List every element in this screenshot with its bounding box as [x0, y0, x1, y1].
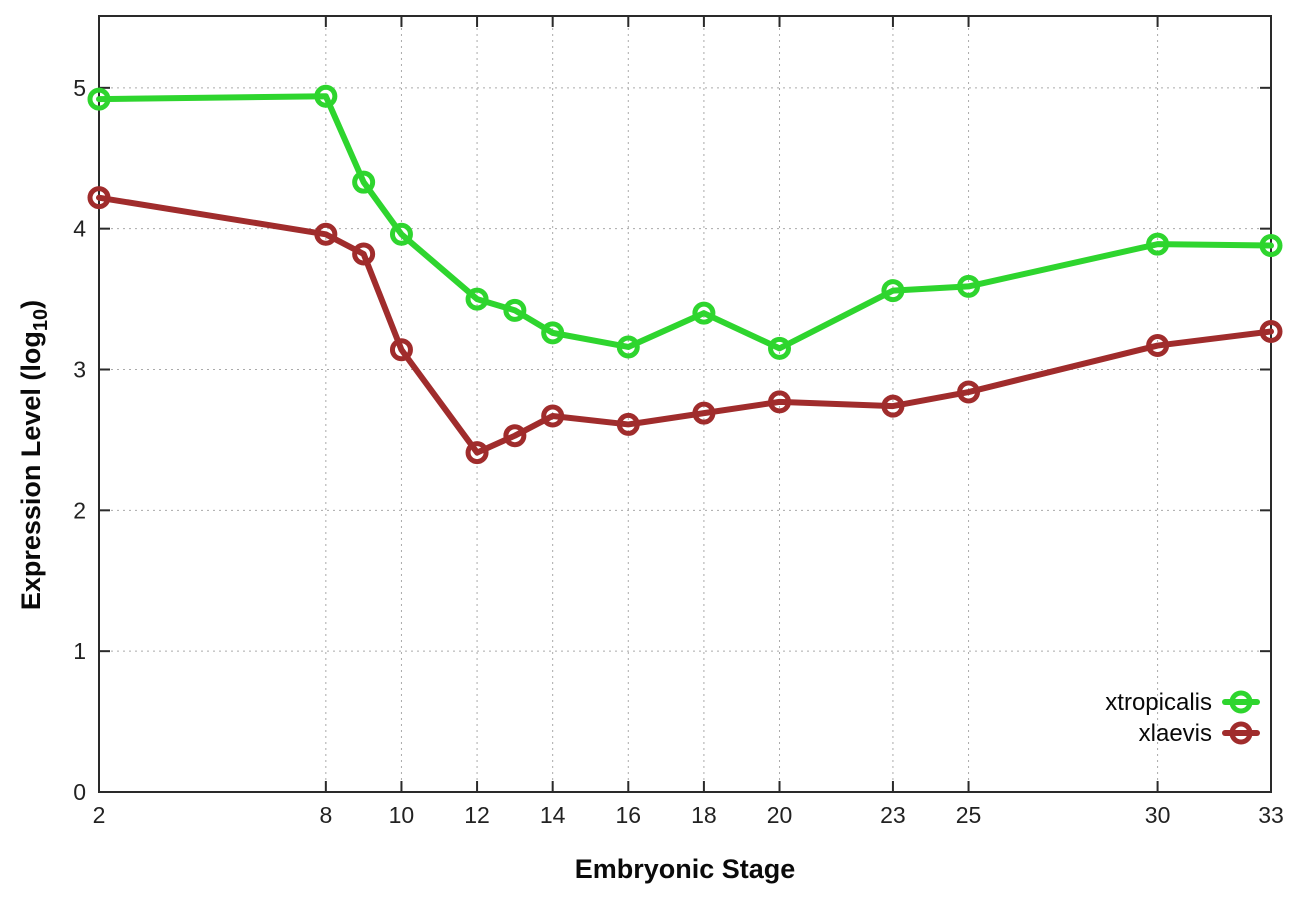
data-point-xtropicalis: [352, 170, 376, 194]
x-tick-label: 2: [93, 802, 106, 828]
y-axis-title: Expression Level (log10): [16, 300, 52, 610]
y-axis-title-close: ): [16, 300, 46, 309]
x-tick-label: 12: [464, 802, 490, 828]
data-point-xtropicalis: [314, 84, 338, 108]
legend: xtropicalis xlaevis: [1105, 689, 1260, 747]
x-tick-label: 23: [880, 802, 906, 828]
x-tick-label: 18: [691, 802, 717, 828]
x-tick-label: 20: [767, 802, 793, 828]
data-series-layer: [87, 84, 1283, 465]
data-point-xtropicalis: [616, 335, 640, 359]
data-point-xtropicalis: [692, 301, 716, 325]
plot-border-and-ticks: [98, 15, 1272, 793]
x-tick-label: 33: [1258, 802, 1284, 828]
data-point-xtropicalis: [957, 274, 981, 298]
data-point-xlaevis: [881, 394, 905, 418]
series-line-xtropicalis: [96, 93, 1274, 352]
data-point-xlaevis: [503, 424, 527, 448]
x-tick-label: 10: [389, 802, 415, 828]
legend-label-xtropicalis: xtropicalis: [1105, 689, 1212, 716]
data-point-xtropicalis: [465, 287, 489, 311]
data-point-xlaevis: [1146, 334, 1170, 358]
data-point-xtropicalis: [1259, 234, 1283, 258]
plot-border: [98, 15, 1272, 793]
legend-label-xlaevis: xlaevis: [1139, 720, 1212, 747]
data-point-xlaevis: [768, 390, 792, 414]
data-point-xlaevis: [314, 222, 338, 246]
x-tick-label: 16: [615, 802, 641, 828]
data-point-xlaevis: [957, 380, 981, 404]
grid-layer: [98, 16, 1272, 793]
x-tick-label: 8: [319, 802, 332, 828]
y-tick-label: 5: [73, 75, 86, 101]
data-point-xlaevis: [87, 186, 111, 210]
y-axis-title-subscript: 10: [30, 309, 52, 331]
data-point-xtropicalis: [541, 321, 565, 345]
data-point-xtropicalis: [87, 87, 111, 111]
y-tick-label: 4: [73, 216, 86, 242]
series-line-xlaevis: [96, 194, 1274, 456]
y-axis-title-main: Expression Level (log: [16, 331, 46, 610]
x-tick-label: 25: [956, 802, 982, 828]
data-point-xtropicalis: [1146, 232, 1170, 256]
y-tick-label: 3: [73, 356, 86, 382]
data-point-xtropicalis: [881, 279, 905, 303]
data-point-xlaevis: [541, 404, 565, 428]
data-point-xlaevis: [465, 441, 489, 465]
x-tick-label: 30: [1145, 802, 1171, 828]
data-point-xtropicalis: [389, 222, 413, 246]
data-point-xlaevis: [692, 401, 716, 425]
data-point-xlaevis: [1259, 319, 1283, 343]
data-point-xlaevis: [616, 412, 640, 436]
y-tick-label: 1: [73, 638, 86, 664]
data-point-xtropicalis: [503, 298, 527, 322]
data-point-xtropicalis: [768, 336, 792, 360]
data-point-xlaevis: [389, 338, 413, 362]
y-tick-label: 2: [73, 497, 86, 523]
data-point-xlaevis: [352, 242, 376, 266]
x-axis-title: Embryonic Stage: [575, 854, 796, 884]
legend-sample-marker-xtropicalis: [1229, 690, 1253, 714]
legend-sample-marker-xlaevis: [1229, 721, 1253, 745]
x-tick-label: 14: [540, 802, 566, 828]
y-tick-label: 0: [73, 779, 86, 805]
